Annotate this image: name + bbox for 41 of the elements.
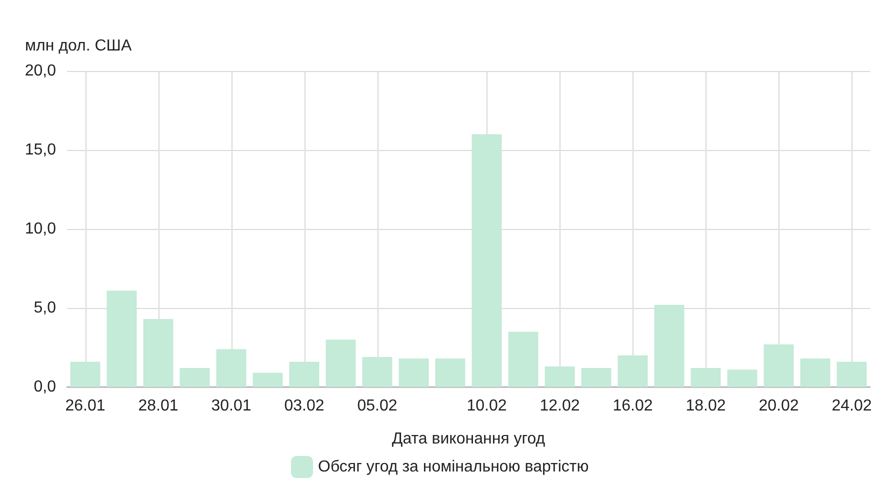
x-tick-label: 10.02 [466, 398, 507, 414]
y-tick-label: 10,0 [24, 220, 56, 238]
x-tick-label: 28.01 [138, 398, 178, 414]
bar [180, 368, 210, 387]
x-tick-label: 26.01 [65, 398, 106, 414]
x-tick-label: 20.02 [758, 398, 799, 414]
bar [727, 370, 758, 387]
x-axis-title: Дата виконання угод [392, 430, 546, 448]
bar [252, 372, 283, 387]
bar [70, 362, 100, 387]
x-tick-label: 03.02 [284, 398, 324, 414]
y-tick-label: 15,0 [24, 142, 56, 158]
bar [618, 355, 648, 387]
bar [654, 304, 684, 387]
bar [289, 362, 320, 387]
bar [435, 358, 466, 387]
y-tick-label: 0,0 [34, 378, 56, 396]
x-tick-label: 24.02 [832, 398, 872, 414]
bar [362, 356, 392, 387]
x-tick-label: 16.02 [612, 398, 653, 414]
y-axis-title: млн дол. США [25, 38, 132, 54]
x-tick-label: 18.02 [686, 398, 726, 414]
bar [544, 366, 575, 387]
bar [764, 344, 794, 387]
bar [326, 340, 356, 387]
bar [836, 362, 867, 387]
bar [508, 332, 538, 387]
x-tick-label: 30.01 [211, 398, 252, 414]
x-tick-label: 05.02 [357, 398, 398, 414]
y-tick-label: 5,0 [34, 300, 56, 316]
x-tick-label: 12.02 [540, 398, 580, 414]
bar [216, 349, 246, 387]
bar [106, 290, 137, 387]
legend-label: Обсяг угод за номінальною вартістю [318, 458, 589, 476]
bar [800, 358, 830, 387]
bar [690, 368, 721, 387]
y-tick-label: 20,0 [24, 62, 56, 80]
bar [472, 134, 502, 387]
bar [581, 368, 612, 387]
bar [398, 358, 429, 387]
bar [143, 319, 174, 387]
